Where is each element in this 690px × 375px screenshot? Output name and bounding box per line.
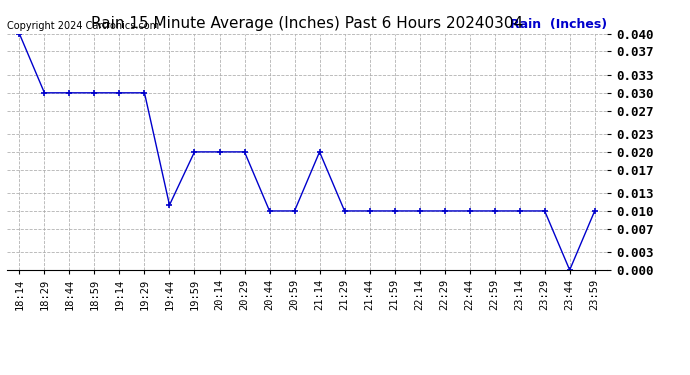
Text: Rain  (Inches): Rain (Inches) <box>510 18 607 32</box>
Title: Rain 15 Minute Average (Inches) Past 6 Hours 20240304: Rain 15 Minute Average (Inches) Past 6 H… <box>91 16 523 31</box>
Text: Copyright 2024 Cartronics.com: Copyright 2024 Cartronics.com <box>7 21 159 32</box>
